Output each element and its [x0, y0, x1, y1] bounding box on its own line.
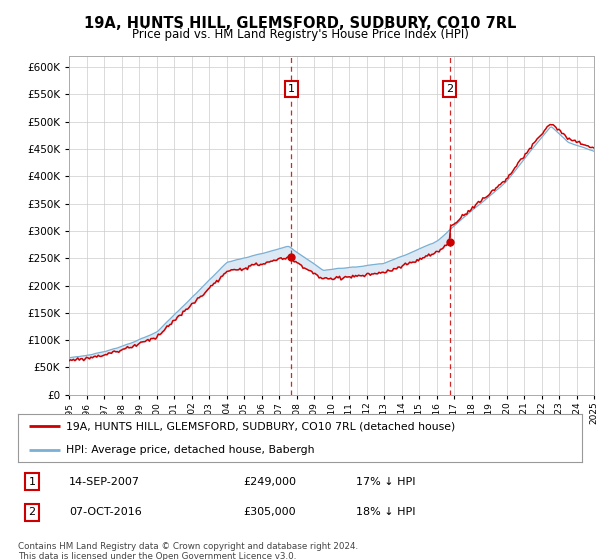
Text: 1: 1: [288, 84, 295, 94]
Text: Price paid vs. HM Land Registry's House Price Index (HPI): Price paid vs. HM Land Registry's House …: [131, 28, 469, 41]
Text: HPI: Average price, detached house, Babergh: HPI: Average price, detached house, Babe…: [66, 445, 314, 455]
Text: 19A, HUNTS HILL, GLEMSFORD, SUDBURY, CO10 7RL (detached house): 19A, HUNTS HILL, GLEMSFORD, SUDBURY, CO1…: [66, 421, 455, 431]
Text: 14-SEP-2007: 14-SEP-2007: [69, 477, 140, 487]
Text: 2: 2: [446, 84, 453, 94]
Text: £305,000: £305,000: [244, 507, 296, 517]
Text: 2: 2: [29, 507, 35, 517]
Text: 17% ↓ HPI: 17% ↓ HPI: [356, 477, 416, 487]
Text: Contains HM Land Registry data © Crown copyright and database right 2024.
This d: Contains HM Land Registry data © Crown c…: [18, 542, 358, 560]
Text: 07-OCT-2016: 07-OCT-2016: [69, 507, 142, 517]
Text: 18% ↓ HPI: 18% ↓ HPI: [356, 507, 416, 517]
Text: 19A, HUNTS HILL, GLEMSFORD, SUDBURY, CO10 7RL: 19A, HUNTS HILL, GLEMSFORD, SUDBURY, CO1…: [84, 16, 516, 31]
Text: 1: 1: [29, 477, 35, 487]
Text: £249,000: £249,000: [244, 477, 296, 487]
